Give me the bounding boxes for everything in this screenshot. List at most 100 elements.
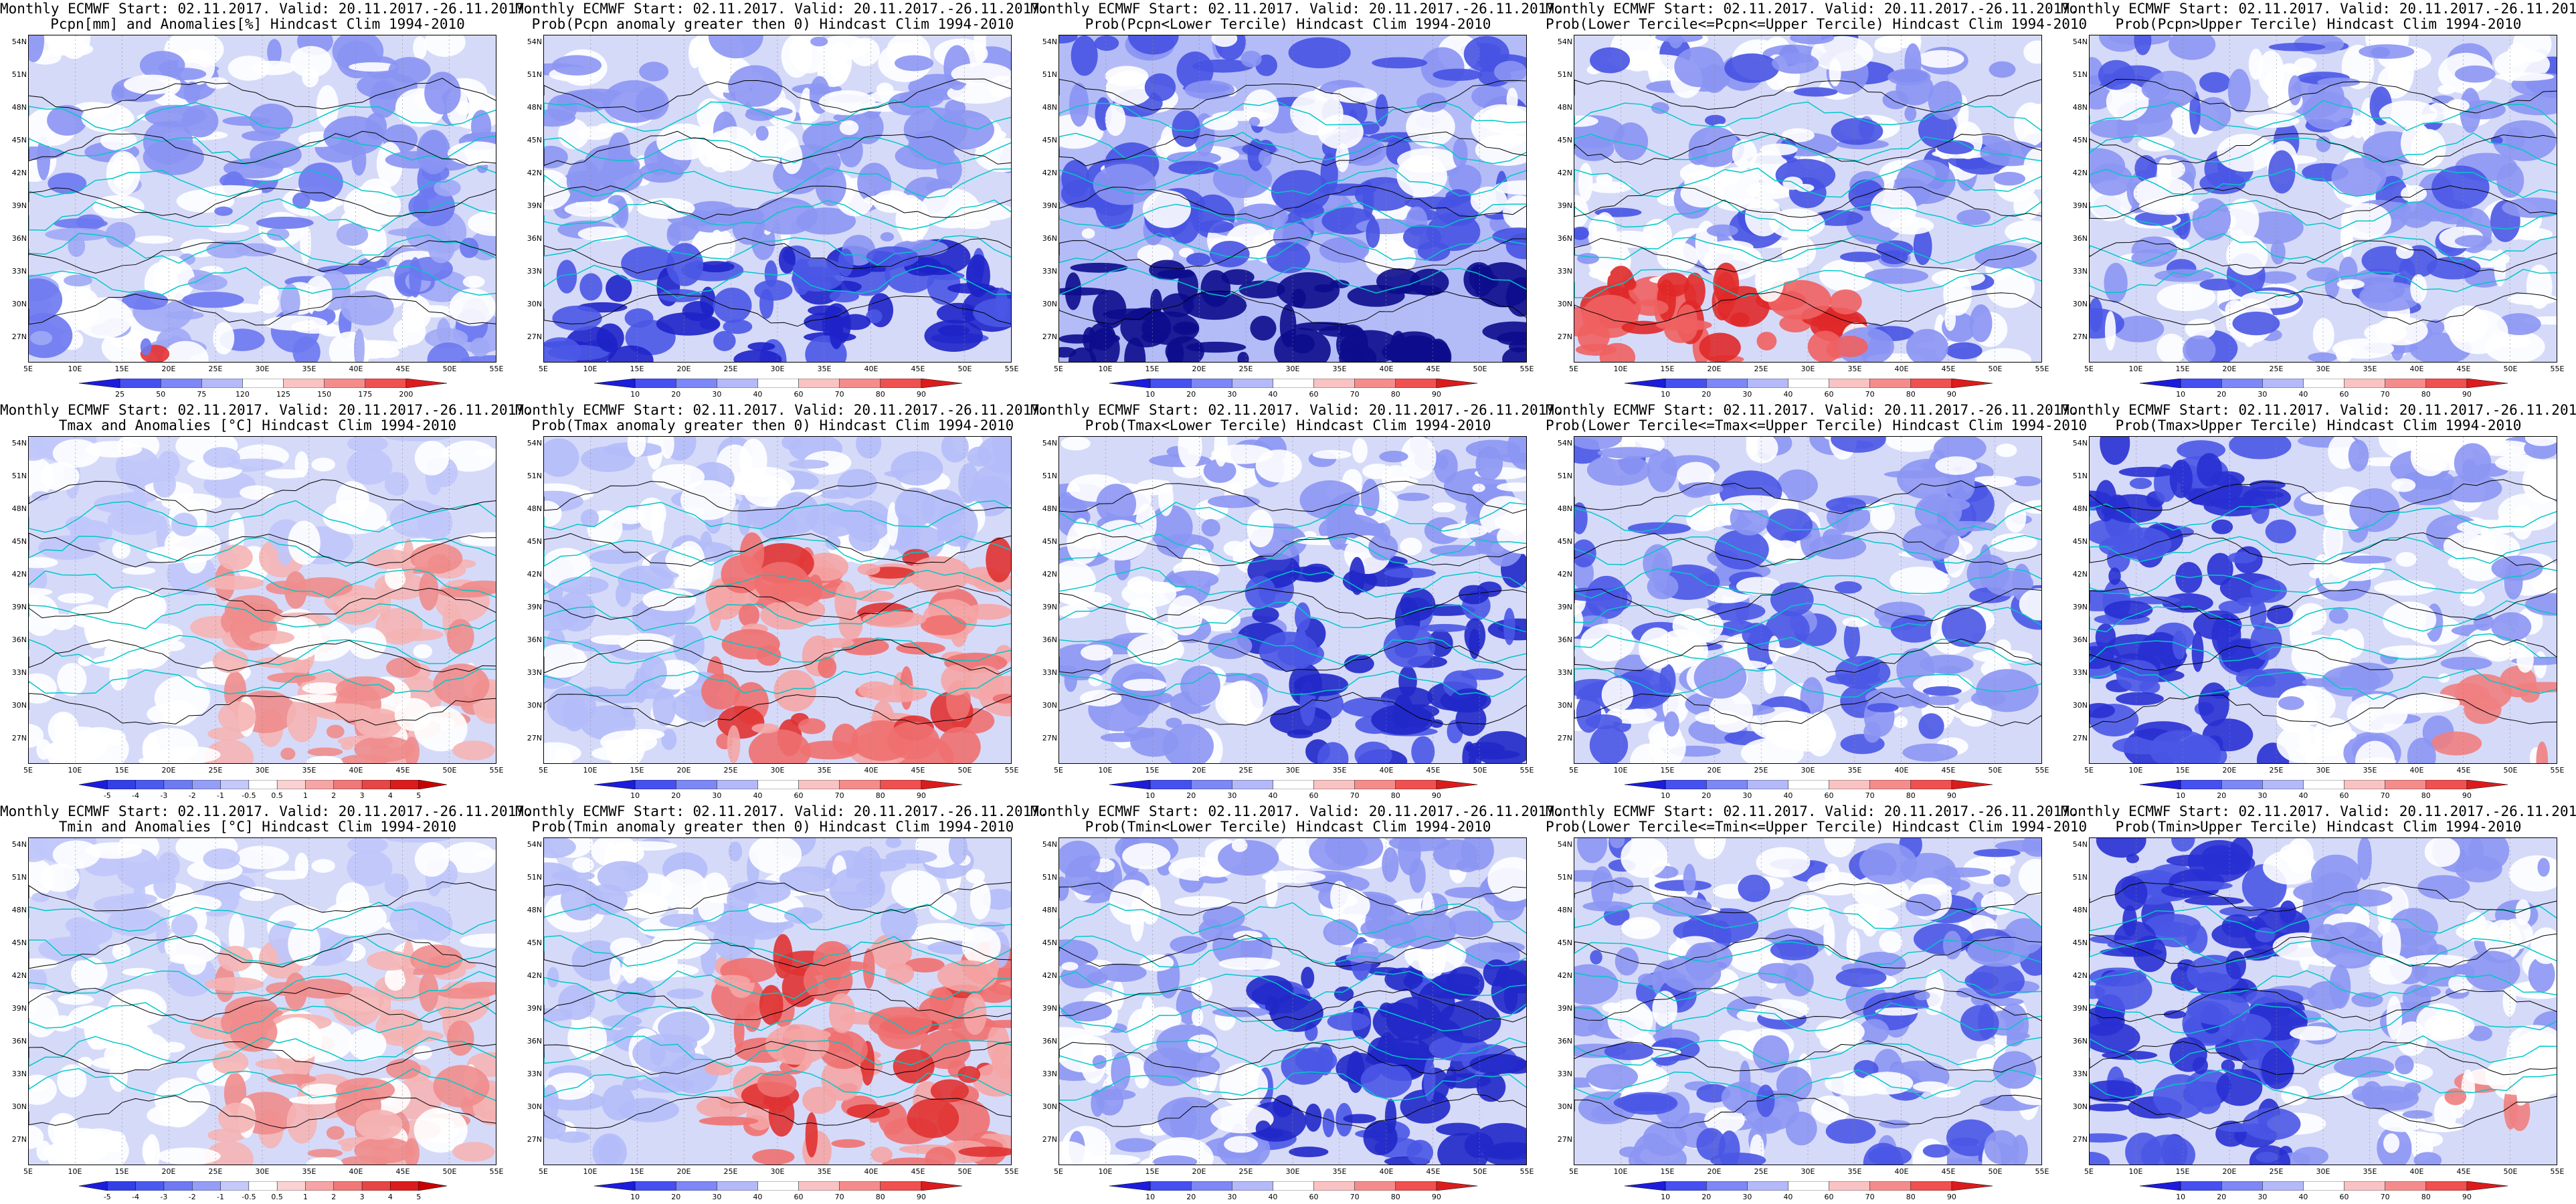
shading-cell	[123, 74, 181, 95]
shading-cell	[424, 328, 468, 348]
shading-cell	[1461, 838, 1494, 870]
longitude-label: 35E	[1332, 365, 1347, 373]
colorbar-swatch	[1232, 378, 1274, 389]
shading-cell	[1247, 509, 1274, 548]
contour-line	[1574, 934, 2041, 970]
latitude-label: 48N	[1557, 906, 1572, 914]
latitude-label: 45N	[2072, 938, 2088, 947]
shading-cell	[1333, 986, 1354, 1001]
shading-cell	[1079, 880, 1113, 891]
latitude-label: 51N	[2072, 472, 2088, 480]
shading-cell	[547, 967, 559, 988]
shading-cell	[1933, 437, 1987, 463]
colorbar-swatch	[191, 779, 221, 790]
shading-cell	[29, 958, 58, 970]
latitude-label: 48N	[1557, 504, 1572, 513]
colorbar-swatch	[78, 779, 108, 790]
shading-cell	[433, 1065, 490, 1108]
longitude-label: 55E	[2035, 365, 2049, 373]
latitude-label: 45N	[527, 537, 542, 546]
shading-cell	[2199, 278, 2236, 291]
shading-cell	[1674, 46, 1725, 88]
shading-cell	[188, 274, 227, 291]
map-svg	[1574, 838, 2041, 1165]
shading-cell	[717, 706, 765, 739]
shading-cell	[2316, 136, 2331, 153]
shading-cell	[115, 848, 160, 888]
shading-cell	[1266, 241, 1311, 274]
longitude-label: 55E	[1520, 1167, 1534, 1176]
map-panel: Monthly ECMWF Start: 02.11.2017. Valid: …	[515, 0, 1048, 401]
shading-cell	[452, 1142, 495, 1162]
shading-cell	[147, 702, 198, 726]
panel-title: Monthly ECMWF Start: 02.11.2017. Valid: …	[1030, 804, 1564, 835]
shading-cell	[701, 673, 741, 710]
shading-cell	[199, 185, 263, 198]
colorbar-label: -3	[160, 1193, 168, 1201]
shading-cell	[71, 957, 108, 991]
forecast-map	[543, 837, 1012, 1165]
shading-cell	[2090, 1006, 2125, 1036]
colorbar-label: 80	[1390, 791, 1400, 800]
shading-cell	[1740, 738, 1804, 763]
longitude-label: 50E	[1988, 365, 2003, 373]
shading-cell	[963, 993, 987, 1035]
shading-cell	[2100, 437, 2130, 465]
shading-cell	[1630, 743, 1667, 763]
colorbar-swatch	[418, 779, 448, 790]
shading-cell	[1187, 1034, 1218, 1054]
colorbar-label: 70	[1350, 1193, 1360, 1201]
panel-title: Monthly ECMWF Start: 02.11.2017. Valid: …	[0, 403, 533, 433]
shading-cell	[1941, 607, 1987, 647]
shading-cell	[958, 463, 980, 504]
shading-cell	[781, 35, 812, 78]
shading-cell	[1990, 856, 2016, 868]
colorbar-label: 70	[1350, 791, 1360, 800]
colorbar-label: 0.5	[271, 791, 283, 800]
colorbar-swatch	[2385, 779, 2427, 790]
title-line-2: Prob(Pcpn<Lower Tercile) Hindcast Clim 1…	[1085, 16, 1491, 32]
longitude-label: 50E	[2503, 365, 2518, 373]
shading-cell	[622, 1077, 641, 1091]
colorbar-label: 90	[2462, 1193, 2472, 1201]
coastline	[1574, 1069, 2041, 1100]
colorbar-label: 20	[671, 390, 681, 399]
shading-cell	[132, 623, 183, 645]
coastline	[1059, 266, 1526, 297]
latitude-label: 54N	[1557, 439, 1572, 447]
longitude-label: 45E	[2456, 1167, 2471, 1176]
latitude-label: 42N	[1042, 570, 1057, 579]
colorbar-label: 80	[1390, 1193, 1400, 1201]
coastline	[2090, 536, 2557, 565]
shading-cell	[288, 520, 320, 565]
shading-cell	[2211, 519, 2233, 534]
shading-cell	[1097, 963, 1147, 983]
latitude-label: 39N	[11, 1004, 27, 1013]
latitude-label: 39N	[527, 201, 542, 210]
contour-line	[1574, 132, 2041, 165]
shading-cell	[727, 725, 741, 763]
shading-cell	[1182, 290, 1247, 320]
title-line-1: Monthly ECMWF Start: 02.11.2017. Valid: …	[515, 402, 1048, 418]
colorbar-swatch	[1951, 779, 1993, 790]
shading-cell	[752, 1148, 795, 1165]
contour-line	[1574, 237, 2041, 272]
latitude-label: 45N	[527, 938, 542, 947]
shading-cell	[1448, 165, 1482, 195]
shading-cell	[2321, 666, 2381, 697]
colorbar-swatch	[276, 779, 306, 790]
shading-cell	[1944, 307, 1956, 331]
colorbar-label: 40	[1783, 791, 1793, 800]
shading-cell	[1289, 1146, 1329, 1158]
shading-cell	[2169, 460, 2193, 498]
shading-cell	[1388, 838, 1450, 851]
contour-line	[2090, 882, 2557, 914]
contour-line	[2090, 133, 2557, 166]
latitude-label: 39N	[2072, 201, 2088, 210]
longitude-label: 30E	[1285, 1167, 1300, 1176]
shading-cell	[1059, 1027, 1094, 1044]
shading-cell	[2098, 60, 2135, 90]
latitude-label: 48N	[1042, 504, 1057, 513]
shading-cell	[2104, 311, 2116, 351]
shading-cell	[1150, 288, 1162, 317]
